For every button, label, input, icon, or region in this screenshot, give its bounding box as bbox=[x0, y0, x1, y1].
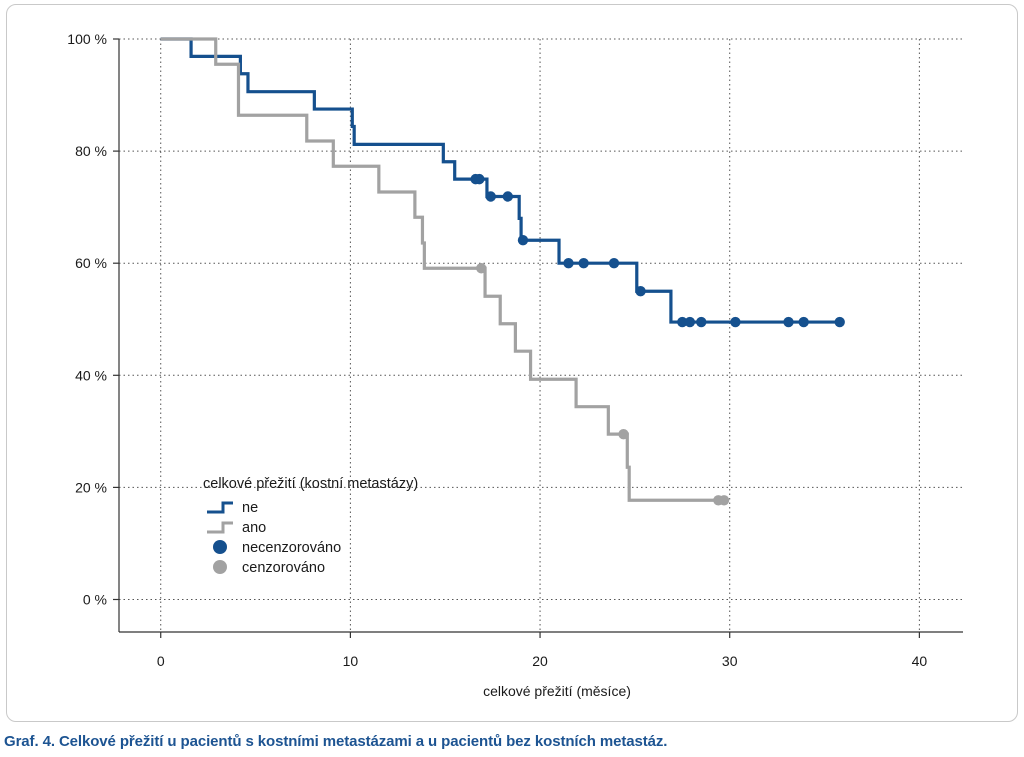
series-ano-line bbox=[160, 37, 725, 502]
y-tick-label: 20 % bbox=[75, 479, 107, 495]
series-ne-marker bbox=[834, 316, 845, 328]
series-ne-marker bbox=[485, 191, 496, 202]
legend-label: ne bbox=[242, 500, 258, 516]
y-tick-label: 40 % bbox=[75, 367, 107, 383]
series-ne-marker bbox=[798, 316, 809, 328]
kaplan-meier-chart: 0 % 20 % 40 % 60 % 80 % 100 % 0 10 20 30 40 celkov… bbox=[67, 31, 963, 699]
legend-label: ano bbox=[242, 520, 266, 536]
axes-layer bbox=[113, 38, 963, 638]
x-tick-label: 0 bbox=[157, 653, 165, 669]
x-tick-label: 40 bbox=[912, 653, 928, 669]
legend-label: necenzorováno bbox=[242, 540, 341, 556]
series-ne-marker bbox=[517, 235, 529, 246]
tick-labels: 0 % 20 % 40 % 60 % 80 % 100 % 0 10 20 30 40 bbox=[67, 31, 927, 669]
chart-frame: 0 % 20 % 40 % 60 % 80 % 100 % 0 10 20 30 40 celkov… bbox=[6, 4, 1018, 722]
x-tick-label: 20 bbox=[532, 653, 548, 669]
y-tick-label: 80 % bbox=[75, 143, 107, 159]
grid-layer bbox=[119, 38, 963, 632]
series-ne-marker bbox=[502, 191, 514, 202]
series-ne-marker bbox=[578, 257, 589, 269]
legend-swatch-line bbox=[207, 521, 233, 534]
series-ne-marker bbox=[474, 173, 485, 185]
series-ano-marker bbox=[718, 495, 730, 506]
series-ne-marker bbox=[563, 257, 574, 269]
series-ne-marker bbox=[783, 316, 794, 328]
series-ano-marker bbox=[476, 263, 487, 274]
series-ne-marker bbox=[696, 316, 707, 328]
series-ano-marker bbox=[618, 428, 629, 440]
series-ne-marker bbox=[730, 316, 741, 328]
legend-swatch-dot bbox=[213, 560, 227, 574]
y-tick-label: 100 % bbox=[67, 31, 107, 47]
legend-swatch-line bbox=[207, 501, 233, 514]
legend-label: cenzorováno bbox=[242, 560, 325, 576]
series-ne-marker bbox=[684, 316, 696, 328]
figure-caption: Graf. 4. Celkové přežití u pacientů s ko… bbox=[4, 733, 668, 750]
legend: celkové přežití (kostní metastázy) ne ano n… bbox=[203, 476, 418, 576]
series-layer bbox=[160, 37, 845, 506]
series-ne-line bbox=[160, 37, 840, 324]
x-axis-title: celkové přežití (měsíce) bbox=[483, 683, 631, 699]
y-tick-label: 0 % bbox=[83, 591, 107, 607]
series-ne-marker bbox=[608, 257, 620, 269]
legend-swatch-dot bbox=[213, 540, 227, 554]
y-tick-label: 60 % bbox=[75, 255, 107, 271]
legend-title: celkové přežití (kostní metastázy) bbox=[203, 476, 418, 492]
series-ne-marker bbox=[635, 286, 646, 297]
x-tick-label: 10 bbox=[343, 653, 359, 669]
x-tick-label: 30 bbox=[722, 653, 738, 669]
series-ne-marker bbox=[677, 316, 688, 328]
